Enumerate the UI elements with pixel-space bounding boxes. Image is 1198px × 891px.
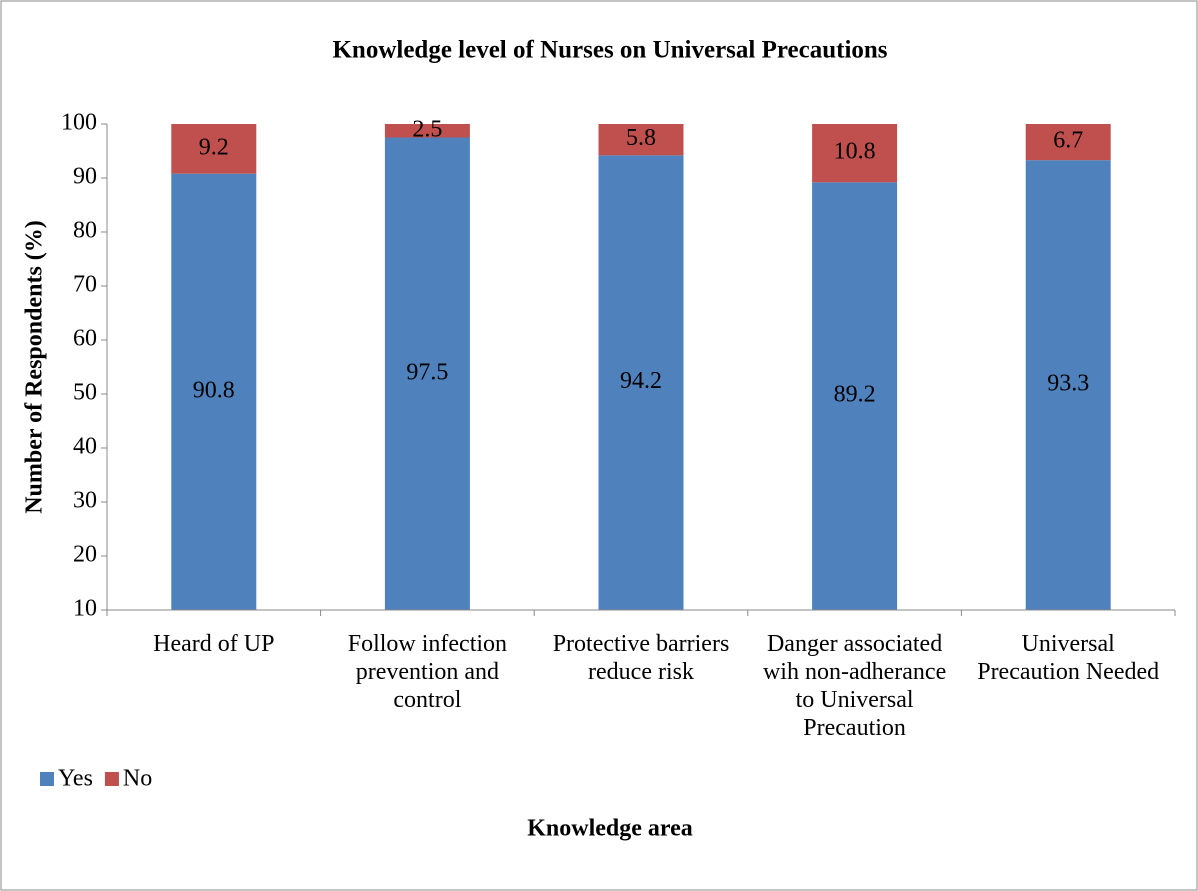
x-axis-label: Knowledge area bbox=[527, 816, 693, 842]
chart-title: Knowledge level of Nurses on Universal P… bbox=[332, 37, 887, 64]
y-tick-label: 50 bbox=[73, 380, 97, 406]
y-tick-label: 80 bbox=[73, 218, 97, 244]
data-label: 97.5 bbox=[406, 359, 448, 385]
bar-segment bbox=[171, 173, 257, 610]
data-label: 94.2 bbox=[620, 368, 662, 394]
bar-segment bbox=[598, 124, 684, 156]
bar-segment bbox=[812, 182, 898, 610]
bar-segment bbox=[812, 124, 898, 183]
x-tick-label: Danger associated wih non-adherance to U… bbox=[762, 631, 947, 741]
legend-label: Yes bbox=[58, 766, 93, 792]
y-tick-label: 60 bbox=[73, 326, 97, 352]
data-label: 2.5 bbox=[412, 116, 442, 142]
data-label: 10.8 bbox=[834, 139, 876, 165]
legend-label: No bbox=[123, 766, 152, 792]
y-axis-label: Number of Respondents (%) bbox=[22, 220, 48, 514]
data-label: 5.8 bbox=[626, 125, 656, 151]
y-tick-label: 20 bbox=[73, 542, 97, 568]
y-tick-label: 70 bbox=[73, 272, 97, 298]
bar-segment bbox=[1025, 124, 1111, 161]
y-tick-label: 10 bbox=[73, 596, 97, 622]
bar-segment bbox=[171, 124, 257, 174]
bar-segment bbox=[598, 155, 684, 610]
y-tick-label: 40 bbox=[73, 434, 97, 460]
y-tick-label: 100 bbox=[61, 110, 97, 136]
data-label: 6.7 bbox=[1053, 128, 1083, 154]
x-tick-label: Heard of UP bbox=[153, 631, 275, 657]
data-label: 90.8 bbox=[193, 377, 235, 403]
legend-swatch bbox=[40, 772, 54, 786]
bar-segment bbox=[1025, 160, 1111, 610]
y-tick-label: 30 bbox=[73, 488, 97, 514]
data-label: 89.2 bbox=[834, 382, 876, 408]
x-tick-label: Universal Precaution Needed bbox=[977, 631, 1160, 685]
x-tick-label: Protective barriers reduce risk bbox=[552, 631, 730, 685]
bar-segment bbox=[384, 124, 470, 138]
y-tick-label: 90 bbox=[73, 164, 97, 190]
data-label: 93.3 bbox=[1047, 371, 1089, 397]
x-tick-label: Follow infection prevention and control bbox=[347, 631, 508, 713]
legend-swatch bbox=[104, 772, 119, 786]
data-label: 9.2 bbox=[199, 134, 229, 160]
bar-segment bbox=[384, 137, 470, 610]
